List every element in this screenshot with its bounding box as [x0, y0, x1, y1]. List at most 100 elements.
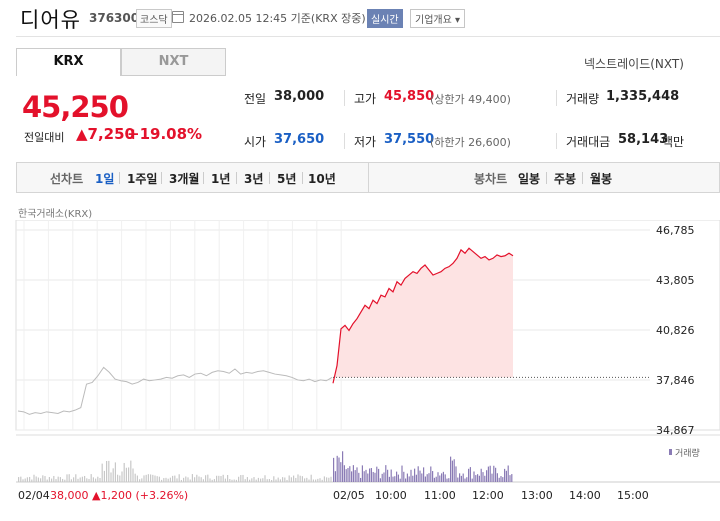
- volume-bar: [77, 478, 79, 482]
- volume-bar: [385, 465, 387, 482]
- volume-bar: [198, 476, 200, 482]
- period-10y[interactable]: 10년: [308, 172, 336, 186]
- volume-label: 거래량: [566, 92, 600, 106]
- volume-bar: [432, 471, 434, 482]
- volume-bar: [145, 474, 147, 482]
- volume-bar: [257, 477, 259, 482]
- volume-bar: [22, 479, 24, 482]
- volume-bar: [310, 474, 312, 482]
- toolbar-separator: [119, 172, 120, 184]
- volume-bar: [200, 477, 202, 482]
- volume-bar: [475, 475, 477, 482]
- toolbar-separator: [269, 172, 270, 184]
- volume-bar: [352, 465, 354, 482]
- header-divider: [16, 36, 720, 37]
- volume-bar: [330, 476, 332, 482]
- volume-bar: [342, 451, 344, 482]
- volume-bar: [180, 479, 182, 482]
- volume-bar: [240, 475, 242, 482]
- volume-bar: [158, 476, 160, 482]
- volume-value: 1,335,448: [606, 89, 680, 104]
- volume-bar: [426, 474, 428, 482]
- volume-bar: [455, 466, 457, 482]
- prev-day-close: 38,000: [50, 489, 89, 502]
- volume-bar: [264, 475, 266, 482]
- volume-bar: [48, 477, 50, 482]
- toolbar-separator: [302, 172, 303, 184]
- volume-bar: [167, 478, 169, 482]
- company-name: 디어유: [20, 8, 81, 32]
- volume-bar: [288, 475, 290, 482]
- volume-bar: [347, 467, 349, 482]
- volume-bar: [202, 479, 204, 482]
- stat-divider: [344, 133, 345, 149]
- tab-krx[interactable]: KRX: [16, 48, 121, 76]
- volume-bar: [110, 472, 112, 482]
- realtime-button[interactable]: 실시간: [367, 9, 403, 28]
- volume-bar: [73, 477, 75, 482]
- volume-bar: [220, 476, 222, 482]
- volume-bar: [37, 477, 39, 482]
- volume-bar: [340, 462, 342, 482]
- volume-bar: [187, 477, 189, 482]
- volume-bar: [90, 474, 92, 482]
- volume-bar: [143, 475, 145, 482]
- volume-bar: [253, 477, 255, 482]
- volume-bar: [268, 479, 270, 482]
- volume-bar: [428, 473, 430, 482]
- period-1w[interactable]: 1주일: [127, 172, 158, 186]
- volume-bar: [405, 478, 407, 482]
- low-value: 37,550: [384, 132, 435, 147]
- volume-bar: [185, 476, 187, 482]
- volume-bar: [487, 466, 489, 482]
- current-price: 45,250: [22, 90, 129, 124]
- volume-bar: [414, 468, 416, 482]
- open-label: 시가: [244, 135, 267, 149]
- volume-bar: [229, 478, 231, 482]
- volume-bar: [172, 475, 174, 482]
- candle-monthly[interactable]: 월봉: [590, 172, 613, 186]
- chart-source: 한국거래소(KRX): [18, 209, 93, 220]
- volume-bar: [502, 477, 504, 482]
- volume-bar: [136, 475, 138, 482]
- volume-bar: [370, 468, 372, 482]
- period-3m[interactable]: 3개월: [169, 172, 200, 186]
- price-chart[interactable]: 46,785 43,805 40,826 37,846 34,867: [0, 220, 720, 485]
- volume-bar: [304, 478, 306, 482]
- volume-bar: [169, 477, 171, 482]
- volume-bar: [390, 469, 392, 482]
- period-1y[interactable]: 1년: [211, 172, 231, 186]
- nextrade-link[interactable]: 넥스트레이드(NXT): [584, 57, 684, 71]
- volume-bar: [51, 478, 53, 482]
- volume-bar: [410, 469, 412, 482]
- x-tick-label: 13:00: [521, 489, 553, 502]
- prev-day-date: 02/04: [18, 489, 50, 502]
- candle-daily[interactable]: 일봉: [518, 172, 541, 186]
- volume-bar: [86, 478, 88, 482]
- volume-bar: [356, 467, 358, 482]
- toolbar-separator: [161, 172, 162, 184]
- prev-day-change: ▲1,200 (+3.26%): [92, 489, 189, 502]
- period-5y[interactable]: 5년: [277, 172, 297, 186]
- y-tick-label: 43,805: [656, 274, 695, 287]
- tab-nxt[interactable]: NXT: [121, 48, 226, 76]
- volume-bar: [372, 471, 374, 482]
- period-1d[interactable]: 1일: [95, 172, 115, 186]
- volume-bar: [255, 479, 257, 482]
- volume-bar: [397, 474, 399, 482]
- volume-bar: [29, 476, 31, 482]
- volume-bar: [312, 479, 314, 482]
- volume-bar: [334, 471, 336, 482]
- volume-bar: [262, 478, 264, 482]
- volume-bar: [233, 479, 235, 482]
- volume-bar: [319, 478, 321, 482]
- candle-weekly[interactable]: 주봉: [554, 172, 577, 186]
- volume-bar: [361, 465, 363, 482]
- change-value: ▲7,250: [76, 125, 135, 143]
- company-overview-button[interactable]: 기업개요 ▾: [410, 9, 465, 28]
- period-3y[interactable]: 3년: [244, 172, 264, 186]
- volume-bar: [152, 474, 154, 482]
- volume-bar: [114, 462, 116, 482]
- volume-bar: [365, 469, 367, 482]
- volume-bar: [323, 476, 325, 482]
